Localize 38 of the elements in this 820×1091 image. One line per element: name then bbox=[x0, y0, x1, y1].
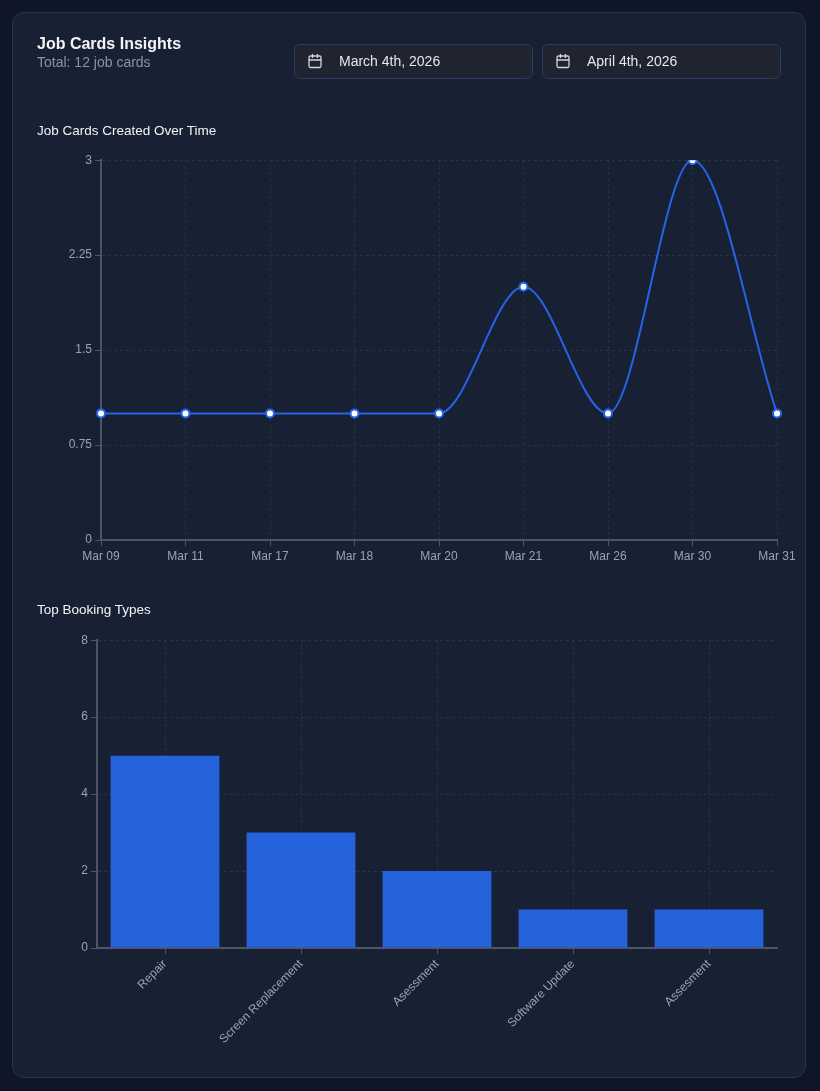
y-tick-label: 0 bbox=[85, 532, 93, 547]
point bbox=[180, 408, 191, 419]
x-tick-label: Mar 30 bbox=[673, 548, 712, 563]
point bbox=[265, 408, 275, 419]
x-tick-label: Mar 11 bbox=[167, 548, 205, 563]
text: Job Cards Insights bbox=[37, 35, 182, 53]
point bbox=[518, 281, 529, 292]
y-tick-label: 8 bbox=[81, 632, 89, 647]
text: Total: 12 job cards bbox=[37, 54, 151, 70]
chart-title: Top Booking Types bbox=[37, 602, 151, 618]
x-tick-label: Mar 31 bbox=[758, 548, 796, 563]
y-tick-label: 6 bbox=[81, 709, 89, 724]
bar bbox=[654, 909, 764, 948]
x-tick-label: Mar 09 bbox=[82, 548, 120, 563]
x-tick-label: Mar 21 bbox=[504, 548, 543, 563]
chart-title: Job Cards Created Over Time bbox=[37, 123, 217, 139]
point bbox=[434, 408, 444, 419]
x-tick-label: Mar 18 bbox=[335, 548, 374, 563]
x-tick-label: Mar 17 bbox=[251, 548, 289, 563]
point bbox=[603, 408, 613, 419]
y-tick-label: 0 bbox=[81, 940, 89, 955]
bar bbox=[110, 755, 220, 948]
y-tick-label: 4 bbox=[81, 786, 89, 801]
date-field: April 4th, 2026 bbox=[542, 44, 781, 79]
date-field: March 4th, 2026 bbox=[294, 44, 533, 79]
bar bbox=[518, 909, 628, 948]
y-tick-label: 2 bbox=[81, 863, 89, 878]
point bbox=[349, 408, 360, 419]
x-tick-label: Mar 26 bbox=[589, 548, 627, 563]
y-tick-label: 1.5 bbox=[75, 342, 93, 357]
bar bbox=[246, 832, 356, 948]
bar bbox=[382, 871, 492, 948]
y-tick-label: 0.75 bbox=[68, 437, 93, 452]
y-tick-label: 2.25 bbox=[68, 247, 93, 262]
y-tick-label: 3 bbox=[85, 152, 93, 167]
point bbox=[96, 408, 106, 419]
x-tick-label: Mar 20 bbox=[420, 548, 458, 563]
point bbox=[772, 408, 782, 419]
